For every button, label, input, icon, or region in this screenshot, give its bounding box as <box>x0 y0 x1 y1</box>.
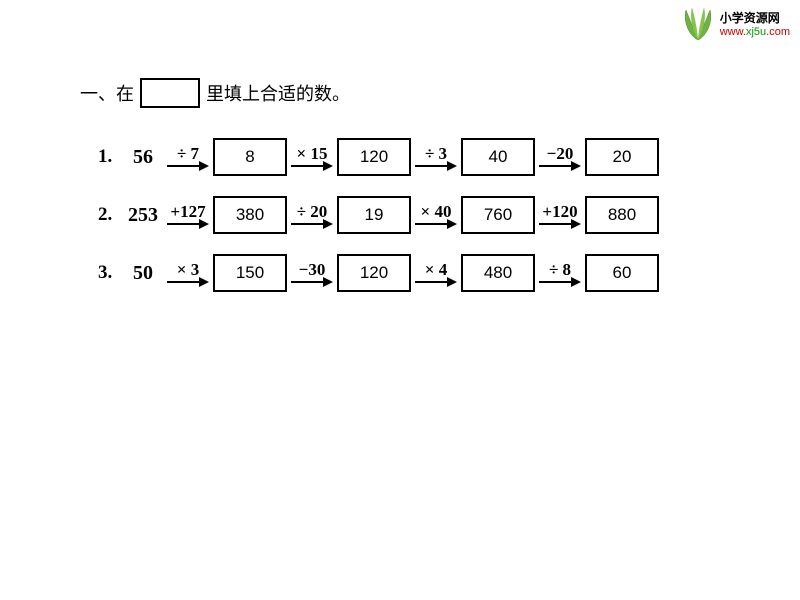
start-value: 50 <box>123 262 163 285</box>
operation-arrow: × 4 <box>411 260 461 286</box>
arrow-icon <box>415 220 457 228</box>
operation-arrow: −20 <box>535 144 585 170</box>
start-value: 56 <box>123 146 163 169</box>
operation-arrow: × 3 <box>163 260 213 286</box>
problems-container: 1. 56 ÷ 7 8 × 15 120 ÷ 3 40 −20 20 2. 25… <box>80 138 740 292</box>
arrow-icon <box>415 278 457 286</box>
title-suffix: 里填上合适的数。 <box>206 80 350 106</box>
answer-box: 120 <box>337 138 411 176</box>
arrow-icon <box>415 162 457 170</box>
problem-label: 3. <box>98 262 123 284</box>
answer-box: 120 <box>337 254 411 292</box>
answer-box: 880 <box>585 196 659 234</box>
title-prefix: 一、在 <box>80 80 134 106</box>
operation-arrow: × 40 <box>411 202 461 228</box>
operation-arrow: −30 <box>287 260 337 286</box>
answer-box: 380 <box>213 196 287 234</box>
answer-box: 20 <box>585 138 659 176</box>
arrow-icon <box>167 162 209 170</box>
operation-arrow: ÷ 3 <box>411 144 461 170</box>
problem-row: 2. 253 +127 380 ÷ 20 19 × 40 760 +120 88… <box>98 196 740 234</box>
logo-icon <box>678 5 718 45</box>
operation-arrow: ÷ 20 <box>287 202 337 228</box>
operation-arrow: × 15 <box>287 144 337 170</box>
blank-box-icon <box>140 78 200 108</box>
arrow-icon <box>167 220 209 228</box>
arrow-icon <box>539 278 581 286</box>
operation-arrow: ÷ 8 <box>535 260 585 286</box>
arrow-icon <box>291 220 333 228</box>
arrow-icon <box>291 162 333 170</box>
question-title: 一、在 里填上合适的数。 <box>80 78 740 108</box>
logo-cn-text: 小学资源网 <box>720 11 790 25</box>
problem-label: 1. <box>98 146 123 168</box>
arrow-icon <box>167 278 209 286</box>
answer-box: 60 <box>585 254 659 292</box>
answer-box: 40 <box>461 138 535 176</box>
arrow-icon <box>539 220 581 228</box>
problem-row: 3. 50 × 3 150 −30 120 × 4 480 ÷ 8 60 <box>98 254 740 292</box>
operation-arrow: +127 <box>163 202 213 228</box>
site-logo: 小学资源网 www.xj5u.com <box>678 5 790 45</box>
answer-box: 19 <box>337 196 411 234</box>
start-value: 253 <box>123 204 163 227</box>
answer-box: 150 <box>213 254 287 292</box>
answer-box: 760 <box>461 196 535 234</box>
answer-box: 8 <box>213 138 287 176</box>
logo-url: www.xj5u.com <box>720 26 790 39</box>
operation-arrow: +120 <box>535 202 585 228</box>
operation-arrow: ÷ 7 <box>163 144 213 170</box>
answer-box: 480 <box>461 254 535 292</box>
problem-label: 2. <box>98 204 123 226</box>
problem-row: 1. 56 ÷ 7 8 × 15 120 ÷ 3 40 −20 20 <box>98 138 740 176</box>
logo-text: 小学资源网 www.xj5u.com <box>720 11 790 39</box>
arrow-icon <box>539 162 581 170</box>
arrow-icon <box>291 278 333 286</box>
